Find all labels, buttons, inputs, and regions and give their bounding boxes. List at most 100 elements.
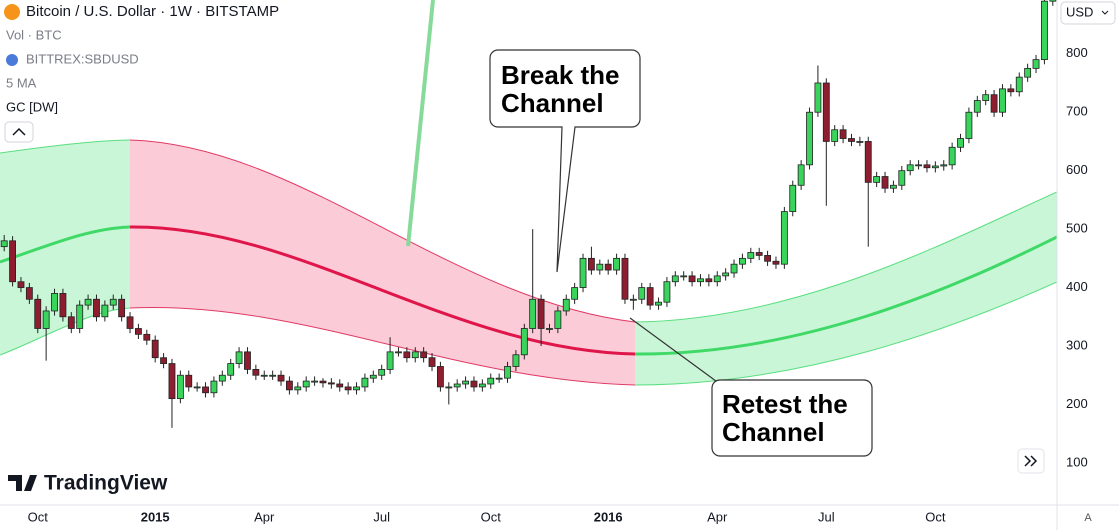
y-tick-label: 700 (1066, 104, 1088, 119)
candle-body (353, 386, 360, 391)
candle-body (269, 374, 277, 377)
candle-body (705, 278, 713, 283)
candle-body (34, 298, 42, 329)
candle-body (42, 310, 50, 329)
candle-body (621, 257, 629, 300)
candle-body (210, 380, 218, 394)
candle-body (655, 301, 662, 306)
candle-body (697, 278, 704, 283)
candle-body (965, 111, 973, 139)
currency-button[interactable] (1060, 1, 1116, 25)
auto-button[interactable]: A (1084, 512, 1092, 524)
candle-body (923, 164, 931, 169)
candle-body (260, 374, 268, 377)
candle-body (453, 383, 461, 388)
x-tick-label: Apr (707, 509, 728, 524)
candle-body (118, 298, 126, 318)
candle-body (814, 82, 822, 113)
candle-body (999, 88, 1006, 113)
candle-body (931, 165, 939, 169)
candle-body (789, 184, 797, 212)
candle-body (285, 380, 293, 391)
x-tick-label: Oct (28, 509, 49, 524)
candle-body (25, 287, 33, 300)
candles (0, 0, 1057, 428)
candle-body (1032, 59, 1040, 69)
candle-body (411, 351, 419, 359)
candle-body (143, 333, 151, 341)
channel (0, 0, 1057, 386)
x-tick-label: Jul (373, 509, 390, 524)
annotation-text: Break the (501, 60, 620, 90)
candle-body (1024, 67, 1032, 78)
annotations: Break the Channel Retest the Channel (489, 49, 873, 457)
candle-body (168, 363, 176, 400)
candle-body (898, 170, 906, 186)
candle-body (948, 146, 956, 166)
candle-body (0, 240, 8, 248)
candle-body (1015, 76, 1023, 93)
x-tick-label: Oct (925, 509, 946, 524)
candle-body (294, 386, 302, 391)
candle-body (579, 257, 587, 288)
candle-body (93, 298, 100, 318)
candle-body (881, 176, 889, 189)
candle-body (1040, 0, 1048, 61)
candle-body (512, 354, 520, 367)
candle-body (680, 275, 688, 278)
candle-body (193, 386, 201, 389)
candle-body (378, 368, 386, 376)
candle-body (428, 357, 436, 367)
candle-body (244, 351, 251, 370)
candle-body (462, 380, 470, 385)
candle-body (906, 164, 914, 172)
candle-body (747, 252, 755, 259)
candle-body (831, 129, 839, 142)
candle-body (51, 293, 58, 312)
candle-body (546, 328, 553, 330)
candle-body (17, 281, 25, 288)
candle-body (495, 377, 503, 380)
symbol-title: Bitcoin / U.S. Dollar · 1W · BITSTAMP (26, 3, 279, 20)
collapse-button[interactable] (4, 121, 34, 143)
candle-body (327, 382, 335, 385)
candle-body (361, 377, 369, 388)
x-tick-label: 2016 (594, 509, 623, 524)
candle-body (445, 386, 453, 389)
candle-body (738, 257, 746, 265)
candle-body (227, 363, 235, 376)
candle-body (780, 211, 788, 265)
candle-body (202, 386, 209, 394)
candle-body (436, 366, 444, 388)
y-tick-label: 800 (1066, 45, 1088, 60)
candle-body (67, 316, 75, 329)
candle-body (504, 366, 511, 379)
x-tick-label: Apr (254, 509, 275, 524)
y-tick-label: 200 (1066, 396, 1088, 411)
indicator: Vol · BTC (6, 27, 62, 42)
y-tick-label: 600 (1066, 162, 1088, 177)
candle-body (470, 380, 478, 388)
candle-body (571, 287, 579, 300)
candle-body (671, 275, 679, 283)
indicator: 5 MA (6, 75, 37, 90)
x-tick-label: 2015 (141, 509, 170, 524)
y-tick-label: 100 (1066, 454, 1088, 469)
candle-body (822, 82, 830, 142)
candle-body (772, 260, 780, 265)
candle-body (176, 374, 184, 400)
candle-body (529, 298, 537, 329)
brand: TradingView (44, 472, 168, 495)
candle-body (713, 275, 721, 283)
candle-body (864, 141, 872, 183)
candle-body (957, 138, 964, 148)
candle-body (311, 380, 319, 383)
candle-body (554, 310, 562, 329)
candle-body (84, 298, 92, 306)
candle-body (940, 164, 948, 167)
annotation-text: Channel (501, 88, 604, 118)
candle-body (336, 383, 344, 388)
candle-body (856, 141, 864, 143)
candle-body (915, 164, 923, 167)
candle-body (990, 94, 998, 113)
